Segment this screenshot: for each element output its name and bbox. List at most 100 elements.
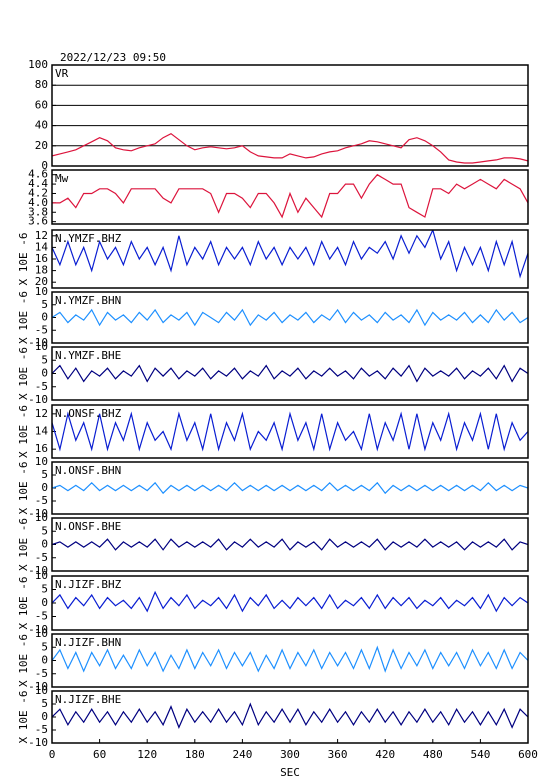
waveform-line (52, 590, 528, 613)
waveform-line (52, 173, 528, 219)
panel-frame (51, 169, 529, 225)
x-tick-label: 120 (137, 748, 157, 761)
y-axis-label: X 10E -6 (17, 691, 30, 744)
y-tick-label: 18 (35, 264, 48, 277)
y-tick-label: 20 (35, 275, 48, 288)
y-tick-label: -10 (28, 736, 48, 749)
y-tick-label: 0 (41, 654, 48, 667)
y-tick-label: 0 (41, 538, 48, 551)
y-tick-label: 60 (35, 98, 48, 111)
y-tick-label: -5 (35, 551, 48, 564)
panel-label: N.JIZF.BHZ (55, 578, 122, 591)
y-axis-label: X 10E -6 (17, 577, 30, 630)
y-axis-label: X 10E -6 (17, 462, 30, 515)
y-tick-label: 4.0 (28, 196, 48, 209)
y-tick-label: 5 (41, 583, 48, 596)
y-tick-label: 40 (35, 119, 48, 132)
panel-frame (51, 517, 529, 572)
panel-frame (51, 291, 529, 344)
y-axis-label: X 10E -6 (17, 291, 30, 344)
waveform-line (52, 132, 528, 164)
y-tick-label: -10 (28, 564, 48, 577)
waveform-line (52, 308, 528, 327)
panel-frame (51, 461, 529, 515)
y-tick-label: 4.2 (28, 186, 48, 199)
y-tick-label: 5 (41, 524, 48, 537)
panel-label: N.YMZF.BHE (55, 349, 121, 362)
y-axis-label: X 10E -6 (17, 233, 30, 286)
y-tick-label: 10 (35, 684, 48, 697)
x-tick-label: 540 (470, 748, 490, 761)
y-tick-label: 0 (41, 710, 48, 723)
waveform-line (52, 702, 528, 729)
y-axis-label: X 10E -6 (17, 405, 30, 458)
y-tick-label: 5 (41, 640, 48, 653)
y-tick-label: 10 (35, 455, 48, 468)
panel-label: N.JIZF.BHE (55, 693, 121, 706)
x-tick-label: 360 (328, 748, 348, 761)
y-tick-label: -5 (35, 610, 48, 623)
y-tick-label: 0 (41, 159, 48, 172)
waveform-line (52, 230, 528, 279)
x-tick-label: 180 (185, 748, 205, 761)
y-tick-label: -5 (35, 380, 48, 393)
chart-title: 2022/12/23 09:50 (60, 51, 166, 64)
waveform-line (52, 645, 528, 673)
panel-frame (51, 346, 529, 401)
panel-frame (51, 633, 529, 688)
y-tick-label: 0 (41, 311, 48, 324)
waveform-line (52, 411, 528, 452)
y-tick-label: 5 (41, 468, 48, 481)
y-tick-label: -5 (35, 667, 48, 680)
y-tick-label: 4.4 (28, 177, 48, 190)
y-tick-label: -10 (28, 680, 48, 693)
panel-frame (51, 229, 529, 289)
y-tick-label: -5 (35, 494, 48, 507)
y-tick-label: 12 (35, 229, 48, 242)
panel-label: N.JIZF.BHN (55, 636, 121, 649)
y-tick-label: 14 (35, 240, 49, 253)
y-tick-label: 80 (35, 78, 48, 91)
panel-frame (51, 575, 529, 631)
x-tick-label: 60 (93, 748, 106, 761)
panel-label: N.ONSF.BHE (55, 520, 121, 533)
panel-label: N.YMZF.BHZ (55, 232, 122, 245)
waveform-line (52, 481, 528, 495)
y-tick-label: 5 (41, 697, 48, 710)
x-tick-label: 0 (49, 748, 56, 761)
y-tick-label: 10 (35, 627, 48, 640)
panel-frame (51, 64, 529, 167)
y-tick-label: 0 (41, 481, 48, 494)
y-axis-label: X 10E -6 (17, 634, 30, 687)
x-tick-label: 420 (375, 748, 395, 761)
y-tick-label: 4.6 (28, 168, 48, 181)
y-tick-label: 12 (35, 407, 48, 420)
y-tick-label: 0 (41, 596, 48, 609)
y-tick-label: -5 (35, 323, 48, 336)
y-tick-label: 16 (35, 252, 48, 265)
waveform-line (52, 364, 528, 383)
y-tick-label: 16 (35, 442, 48, 455)
y-tick-label: -10 (28, 623, 48, 636)
y-tick-label: 0 (41, 367, 48, 380)
panel-frame (51, 404, 529, 459)
y-tick-label: -10 (28, 507, 48, 520)
x-axis-label: SEC (280, 766, 300, 779)
waveform-line (52, 538, 528, 551)
y-tick-label: 10 (35, 511, 48, 524)
x-tick-label: 600 (518, 748, 538, 761)
y-tick-label: 5 (41, 298, 48, 311)
panel-label: N.ONSF.BHN (55, 464, 121, 477)
panel-label: VR (55, 67, 69, 80)
panel-label: N.ONSF.BHZ (55, 407, 122, 420)
y-tick-label: 10 (35, 340, 48, 353)
y-tick-label: 3.6 (28, 215, 48, 228)
y-tick-label: -5 (35, 723, 48, 736)
x-tick-label: 300 (280, 748, 300, 761)
panel-frame (51, 690, 529, 744)
y-tick-label: -10 (28, 393, 48, 406)
x-tick-label: 240 (232, 748, 252, 761)
y-tick-label: 10 (35, 569, 48, 582)
